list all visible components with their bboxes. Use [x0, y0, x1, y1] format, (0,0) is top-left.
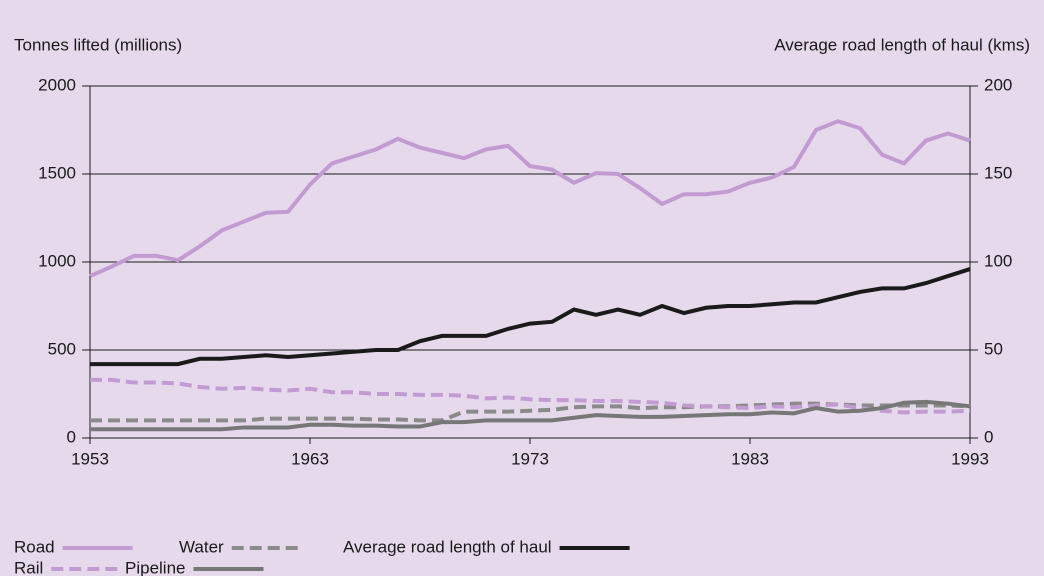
y2-axis-label: Average road length of haul (kms)	[774, 35, 1030, 54]
line-series	[90, 377, 971, 415]
y-tick-label: 2000	[38, 75, 76, 94]
y-tick-label: 1500	[38, 163, 76, 182]
y2-tick-label: 200	[984, 75, 1012, 94]
x-tick-label: 1993	[951, 449, 989, 468]
legend-label: Pipeline	[125, 558, 186, 576]
x-tick-label: 1953	[71, 449, 109, 468]
line-series	[89, 119, 971, 278]
y2-tick-label: 0	[984, 427, 993, 446]
x-tick-label: 1973	[511, 449, 549, 468]
y2-tick-label: 50	[984, 339, 1003, 358]
y2-tick-label: 150	[984, 163, 1012, 182]
x-tick-label: 1983	[731, 449, 769, 468]
line-series	[90, 401, 971, 423]
line-series	[90, 399, 971, 432]
legend-label: Road	[14, 537, 55, 556]
line-series	[90, 267, 971, 367]
y-axis-label: Tonnes lifted (millions)	[14, 35, 182, 54]
legend-label: Rail	[14, 558, 43, 576]
x-tick-label: 1963	[291, 449, 329, 468]
y-tick-label: 500	[48, 339, 76, 358]
legend-label: Water	[179, 537, 224, 556]
y2-tick-label: 100	[984, 251, 1012, 270]
y-tick-label: 0	[67, 427, 76, 446]
legend-label: Average road length of haul	[343, 537, 552, 556]
y-tick-label: 1000	[38, 251, 76, 270]
